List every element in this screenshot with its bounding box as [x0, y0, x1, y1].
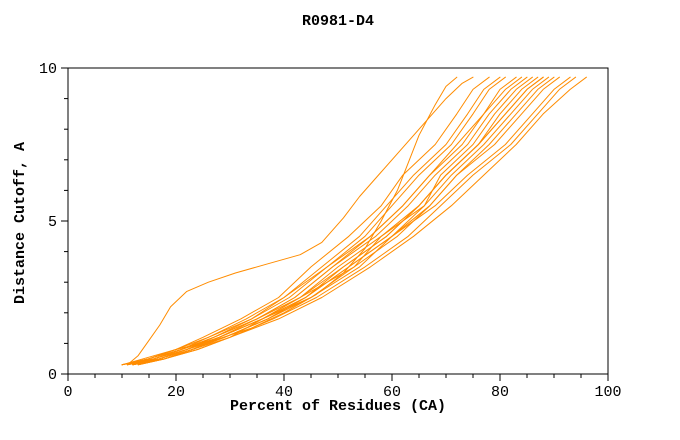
- series-line: [126, 76, 474, 366]
- plot-frame: [67, 67, 609, 375]
- x-tick-label: 100: [594, 384, 621, 401]
- x-axis-label: Percent of Residues (CA): [229, 398, 447, 415]
- series-line: [126, 76, 544, 366]
- series-line: [121, 76, 544, 366]
- series-line: [132, 76, 506, 366]
- series-line: [137, 76, 555, 366]
- y-tick-label: 0: [48, 367, 57, 384]
- x-tick-label: 0: [63, 384, 72, 401]
- series-line: [121, 76, 523, 366]
- series-line: [126, 76, 528, 366]
- series-line: [132, 76, 587, 366]
- series-line: [132, 76, 577, 366]
- x-tick-label: 20: [167, 384, 185, 401]
- series-line: [137, 76, 517, 366]
- y-tick-label: 10: [39, 61, 57, 78]
- series-line: [126, 76, 571, 366]
- x-tick-label: 40: [275, 384, 293, 401]
- x-tick-label: 80: [491, 384, 509, 401]
- chart-title: R0981-D4: [301, 13, 375, 30]
- x-tick-label: 60: [383, 384, 401, 401]
- series-line: [121, 76, 458, 366]
- series-line: [121, 76, 490, 366]
- series-line: [132, 76, 533, 366]
- y-tick-label: 5: [48, 214, 57, 231]
- series-line: [121, 76, 560, 366]
- y-axis-label: Distance Cutoff, A: [12, 141, 29, 304]
- series-line: [126, 76, 501, 366]
